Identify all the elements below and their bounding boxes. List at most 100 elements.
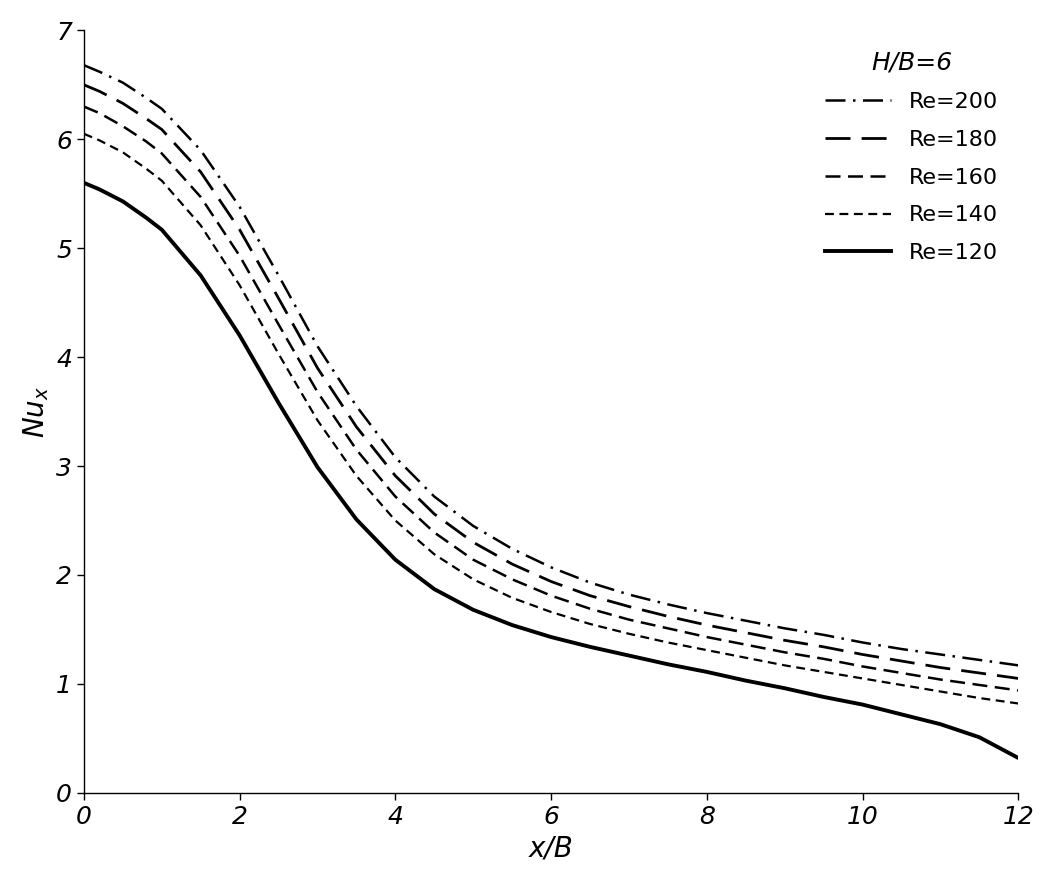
Re=140: [467, 574, 480, 585]
Re=180: [155, 125, 168, 135]
Re=120: [389, 555, 402, 565]
Re=200: [194, 145, 207, 155]
Re=140: [272, 349, 285, 359]
Re=200: [428, 491, 441, 502]
Re=120: [272, 397, 285, 408]
Re=180: [428, 509, 441, 519]
Re=120: [583, 642, 596, 653]
Re=120: [194, 270, 207, 281]
Re=180: [140, 113, 153, 124]
Line: Re=120: Re=120: [83, 183, 1018, 758]
Re=180: [389, 471, 402, 481]
Re=140: [311, 415, 324, 426]
Re=200: [350, 401, 363, 411]
Re=200: [779, 623, 791, 634]
Re=160: [155, 148, 168, 159]
Re=140: [583, 619, 596, 630]
Re=200: [857, 638, 869, 648]
Re=160: [467, 555, 480, 565]
Re=160: [661, 623, 674, 634]
Re=120: [1012, 752, 1024, 763]
Re=140: [93, 135, 106, 146]
Re=140: [661, 638, 674, 648]
Re=160: [140, 136, 153, 147]
Re=200: [973, 654, 985, 665]
Re=120: [350, 514, 363, 525]
Re=140: [505, 592, 518, 603]
Re=120: [857, 699, 869, 710]
Legend: Re=200, Re=180, Re=160, Re=140, Re=120: Re=200, Re=180, Re=160, Re=140, Re=120: [816, 42, 1008, 272]
Re=200: [818, 630, 830, 640]
Re=120: [233, 330, 246, 341]
Re=200: [116, 78, 129, 88]
Re=120: [93, 184, 106, 194]
Line: Re=160: Re=160: [83, 107, 1018, 691]
Re=140: [544, 607, 557, 617]
Re=180: [622, 601, 635, 612]
Re=120: [505, 620, 518, 630]
Re=180: [544, 577, 557, 587]
Re=120: [973, 732, 985, 743]
Re=140: [350, 471, 363, 481]
Re=160: [934, 675, 946, 685]
Re=140: [973, 693, 985, 704]
Re=120: [155, 224, 168, 235]
Re=180: [818, 642, 830, 653]
Re=180: [779, 635, 791, 645]
Re=200: [311, 341, 324, 351]
Line: Re=180: Re=180: [83, 85, 1018, 678]
Re=200: [77, 60, 90, 71]
Re=200: [272, 270, 285, 281]
Re=160: [1012, 685, 1024, 696]
Re=180: [505, 559, 518, 570]
X-axis label: x/B: x/B: [529, 834, 574, 862]
Re=200: [155, 103, 168, 114]
Re=160: [77, 102, 90, 112]
Re=120: [818, 691, 830, 702]
Re=200: [661, 599, 674, 609]
Re=120: [140, 213, 153, 223]
Re=160: [194, 192, 207, 202]
Re=180: [194, 167, 207, 177]
Re=200: [140, 93, 153, 103]
Re=160: [857, 661, 869, 672]
Re=180: [93, 86, 106, 96]
Re=140: [701, 645, 713, 655]
Re=140: [233, 280, 246, 291]
Re=120: [116, 196, 129, 207]
Re=180: [661, 611, 674, 622]
Re=160: [505, 574, 518, 585]
Re=160: [116, 121, 129, 132]
Re=200: [544, 562, 557, 573]
Re=120: [311, 462, 324, 472]
Re=120: [77, 177, 90, 188]
Re=140: [389, 515, 402, 525]
Re=180: [583, 591, 596, 601]
Re=120: [701, 667, 713, 677]
Re=120: [622, 650, 635, 660]
Re=200: [233, 201, 246, 212]
Re=160: [544, 591, 557, 601]
Re=160: [272, 319, 285, 329]
Re=160: [233, 251, 246, 261]
Re=140: [1012, 698, 1024, 709]
Re=180: [77, 79, 90, 90]
Re=120: [895, 709, 907, 720]
Re=160: [583, 603, 596, 614]
Re=160: [973, 680, 985, 691]
Re=120: [467, 605, 480, 615]
Re=120: [934, 719, 946, 729]
Line: Re=140: Re=140: [83, 134, 1018, 704]
Re=180: [116, 98, 129, 109]
Re=180: [973, 668, 985, 678]
Re=160: [701, 631, 713, 642]
Re=180: [857, 649, 869, 660]
Re=160: [93, 108, 106, 118]
Re=180: [233, 224, 246, 235]
Re=140: [779, 660, 791, 671]
Re=160: [350, 444, 363, 455]
Re=140: [818, 667, 830, 677]
Re=140: [116, 147, 129, 158]
Re=200: [505, 544, 518, 555]
Re=200: [389, 452, 402, 463]
